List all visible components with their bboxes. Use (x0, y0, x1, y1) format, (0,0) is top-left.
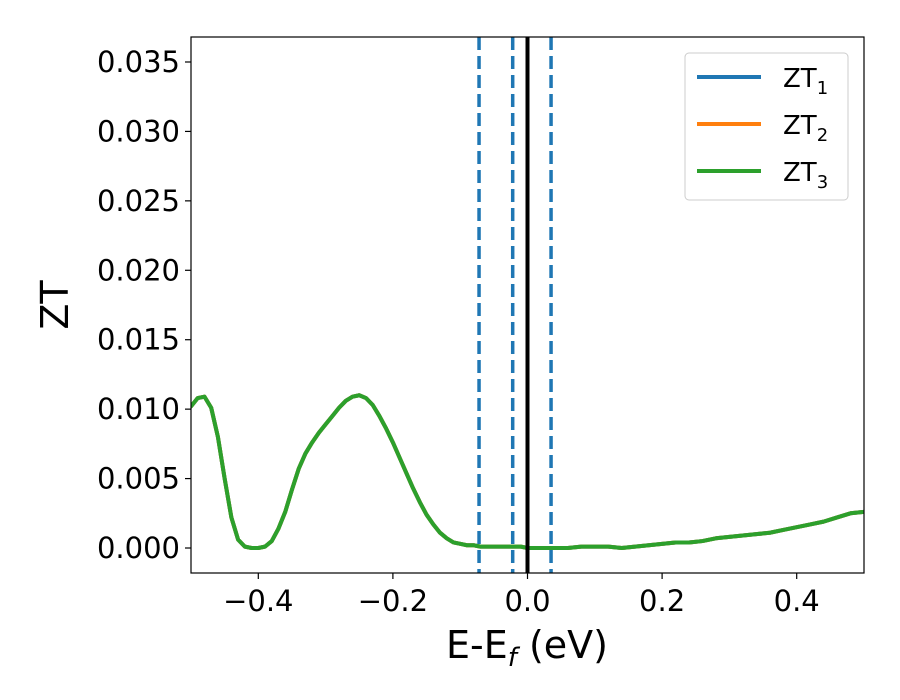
vline-layer (477, 37, 553, 573)
y-axis-title: ZT (33, 280, 77, 330)
x-axis: −0.4 −0.2 0.0 0.2 0.4 (223, 573, 820, 618)
legend-label-sub: 2 (817, 125, 828, 146)
x-axis-title: E-Ef (eV) (446, 623, 608, 673)
legend-label-zt2: ZT2 (783, 111, 828, 146)
y-tick-label: 0.035 (97, 45, 180, 79)
x-tick-label: −0.4 (223, 584, 293, 618)
legend-label-zt3: ZT3 (783, 158, 828, 193)
x-axis-title-unit: (eV) (517, 623, 608, 667)
legend-label-main: ZT (783, 64, 817, 94)
x-tick-label: 0.0 (504, 584, 550, 618)
legend-label-sub: 1 (817, 78, 828, 99)
legend-label-zt1: ZT1 (783, 64, 828, 99)
y-tick-label: 0.015 (97, 323, 180, 357)
x-axis-title-main: E-E (446, 623, 508, 667)
legend-label-sub: 3 (817, 172, 828, 193)
legend-box (684, 52, 849, 201)
x-tick-label: 0.2 (639, 584, 685, 618)
legend-label-main: ZT (783, 158, 817, 188)
y-axis: 0.000 0.005 0.010 0.015 0.020 0.025 0.030 0.035 (97, 45, 191, 565)
series-line-zt3 (191, 393, 864, 551)
legend-label-main: ZT (783, 111, 817, 141)
y-tick-label: 0.020 (97, 253, 180, 287)
y-tick-label: 0.030 (97, 114, 180, 148)
y-tick-label: 0.010 (97, 392, 180, 426)
x-tick-label: 0.4 (774, 584, 820, 618)
y-tick-label: 0.000 (97, 531, 180, 565)
y-tick-label: 0.005 (97, 462, 180, 496)
series-layer (191, 393, 864, 551)
y-tick-label: 0.025 (97, 184, 180, 218)
x-tick-label: −0.2 (358, 584, 428, 618)
